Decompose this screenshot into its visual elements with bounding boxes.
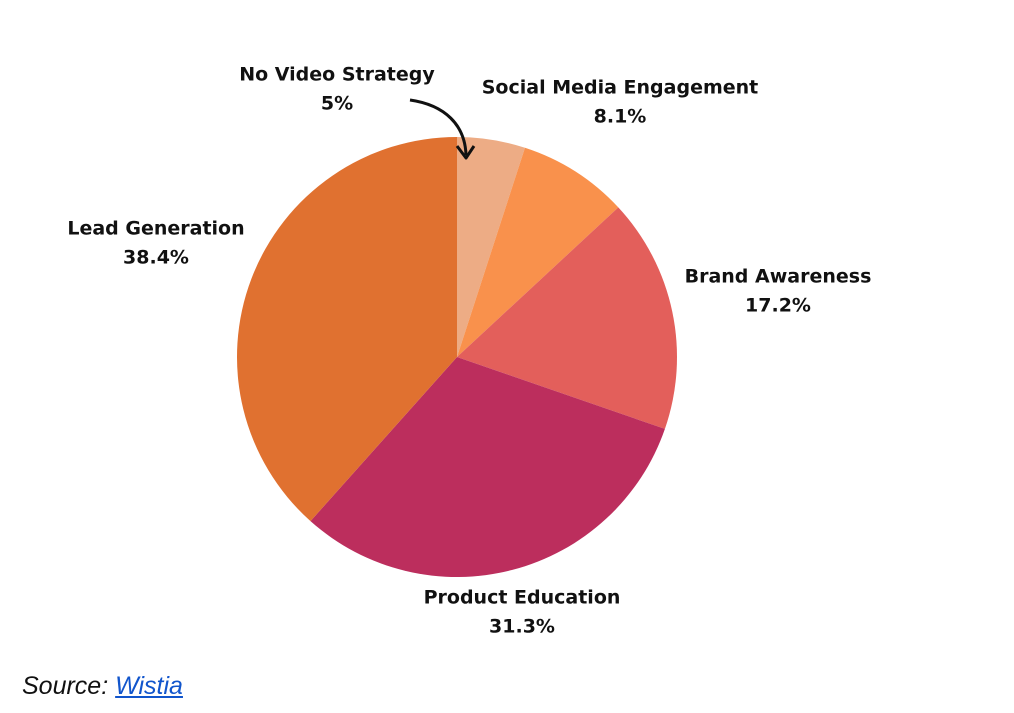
slice-label: Product Education xyxy=(424,587,621,609)
arrow-head xyxy=(455,145,476,160)
pie-slice xyxy=(237,137,457,522)
slice-label: Brand Awareness xyxy=(685,266,872,288)
pie-slice xyxy=(310,357,665,577)
arrow xyxy=(409,98,468,156)
source-link[interactable]: Wistia xyxy=(115,672,183,700)
pie-slice xyxy=(457,137,525,357)
slice-label: No Video Strategy xyxy=(239,64,435,86)
pie-slice xyxy=(457,147,619,357)
chart: No Video Strategy 5% Social Media Engageme… xyxy=(67,64,872,638)
pie-slice xyxy=(457,207,677,429)
slice-value-label: 8.1% xyxy=(594,106,647,128)
source: Source: Wistia xyxy=(22,672,183,701)
slice-value-label: 38.4% xyxy=(123,247,189,269)
slice-value-label: 5% xyxy=(321,93,353,115)
source-prefix: Source: xyxy=(22,672,109,700)
slice-value-label: 31.3% xyxy=(489,616,555,638)
slice-label: Social Media Engagement xyxy=(482,77,759,99)
slice-label: Lead Generation xyxy=(67,218,244,240)
slice-value-label: 17.2% xyxy=(745,295,811,317)
